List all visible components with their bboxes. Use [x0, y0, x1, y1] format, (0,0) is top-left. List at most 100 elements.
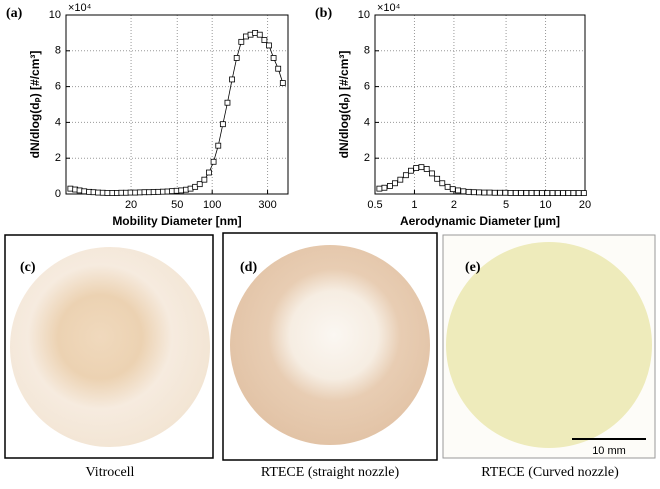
data-marker — [224, 99, 231, 106]
panel-caption: Vitrocell — [86, 465, 135, 480]
y-tick-label: 2 — [55, 152, 61, 164]
x-axis-label: Mobility Diameter [nm] — [112, 214, 241, 228]
data-marker — [81, 188, 88, 195]
data-marker — [201, 176, 208, 183]
data-marker — [229, 76, 235, 83]
data-marker — [376, 185, 383, 192]
data-marker — [381, 184, 388, 191]
panel-label: (e) — [465, 260, 481, 275]
x-tick-label: 20 — [579, 199, 591, 211]
data-marker — [118, 189, 125, 196]
y-multiplier: ×10⁴ — [68, 2, 92, 14]
data-marker — [423, 166, 430, 172]
panel-label: (b) — [315, 6, 332, 21]
y-tick-label: 6 — [55, 81, 61, 93]
data-marker — [275, 65, 282, 72]
data-marker — [554, 190, 561, 197]
x-tick-label: 10 — [539, 199, 551, 211]
data-marker — [470, 189, 477, 196]
data-marker — [507, 190, 514, 196]
x-axis-label: Aerodynamic Diameter [μm] — [400, 214, 560, 228]
data-marker — [266, 42, 272, 49]
data-marker — [455, 187, 461, 194]
data-marker — [580, 190, 587, 197]
data-marker — [434, 175, 441, 182]
filter-photo — [446, 242, 652, 448]
data-marker — [565, 190, 572, 197]
data-marker — [497, 189, 503, 196]
data-marker — [238, 38, 245, 45]
data-marker — [261, 37, 268, 43]
data-marker — [460, 188, 467, 195]
x-tick-label: 0.5 — [367, 199, 382, 211]
y-tick-label: 8 — [364, 45, 370, 57]
plot-area — [375, 15, 585, 194]
x-tick-label: 100 — [203, 199, 221, 211]
data-marker — [206, 169, 212, 176]
data-marker — [465, 188, 472, 195]
data-marker — [402, 172, 409, 179]
y-tick-label: 10 — [49, 9, 61, 21]
data-marker — [76, 187, 83, 194]
data-marker — [413, 165, 420, 171]
data-marker — [539, 190, 545, 197]
data-marker — [132, 189, 139, 196]
y-tick-label: 4 — [364, 116, 370, 128]
data-marker — [279, 80, 286, 86]
photo-panels: 10 mm (c) (d) (e) Vitrocell RTECE (strai… — [4, 232, 656, 480]
y-tick-label: 4 — [55, 116, 61, 128]
data-marker — [575, 190, 582, 197]
data-marker — [233, 55, 240, 61]
x-tick-label: 300 — [258, 199, 276, 211]
data-marker — [491, 189, 498, 196]
data-marker — [387, 183, 393, 189]
data-marker — [270, 55, 277, 61]
filter-photo — [230, 245, 430, 445]
panel-caption: RTECE (Curved nozzle) — [481, 465, 619, 480]
data-marker — [196, 181, 203, 188]
data-marker — [444, 183, 451, 190]
x-tick-label: 20 — [125, 199, 137, 211]
data-marker — [439, 180, 446, 187]
data-marker — [429, 170, 435, 177]
plot-area — [66, 15, 288, 194]
data-marker — [256, 31, 263, 38]
data-marker — [418, 164, 425, 171]
filter-photo — [10, 247, 210, 447]
data-marker — [533, 190, 540, 196]
y-tick-label: 6 — [364, 81, 370, 93]
x-tick-label: 5 — [503, 199, 509, 211]
data-marker — [104, 190, 111, 196]
panel-caption: RTECE (straight nozzle) — [261, 465, 400, 480]
panel-label: (d) — [240, 260, 257, 275]
data-marker — [481, 189, 488, 196]
x-tick-label: 2 — [451, 199, 457, 211]
data-marker — [523, 190, 530, 196]
data-marker — [449, 186, 456, 193]
data-marker — [544, 190, 551, 197]
data-marker — [528, 190, 535, 196]
data-marker — [397, 176, 404, 183]
x-tick-label: 1 — [411, 199, 417, 211]
data-marker — [570, 190, 577, 197]
data-marker — [560, 190, 566, 197]
data-marker — [486, 189, 493, 196]
data-marker — [178, 187, 185, 194]
y-tick-label: 0 — [55, 188, 61, 200]
data-marker — [476, 189, 482, 196]
y-axis-label: dN/dlog(dₚ) [#/cm³] — [28, 51, 42, 159]
y-tick-label: 8 — [55, 45, 61, 57]
scale-bar-label: 10 mm — [592, 445, 626, 457]
data-marker — [549, 190, 556, 197]
data-marker — [408, 167, 414, 174]
data-marker — [502, 189, 509, 196]
panel-label: (c) — [20, 260, 36, 275]
x-tick-label: 50 — [171, 199, 183, 211]
data-marker — [392, 180, 398, 187]
panel-label: (a) — [6, 6, 23, 21]
data-marker — [512, 190, 519, 196]
data-marker — [210, 158, 217, 165]
y-tick-label: 10 — [358, 9, 370, 21]
y-multiplier: ×10⁴ — [377, 2, 401, 14]
